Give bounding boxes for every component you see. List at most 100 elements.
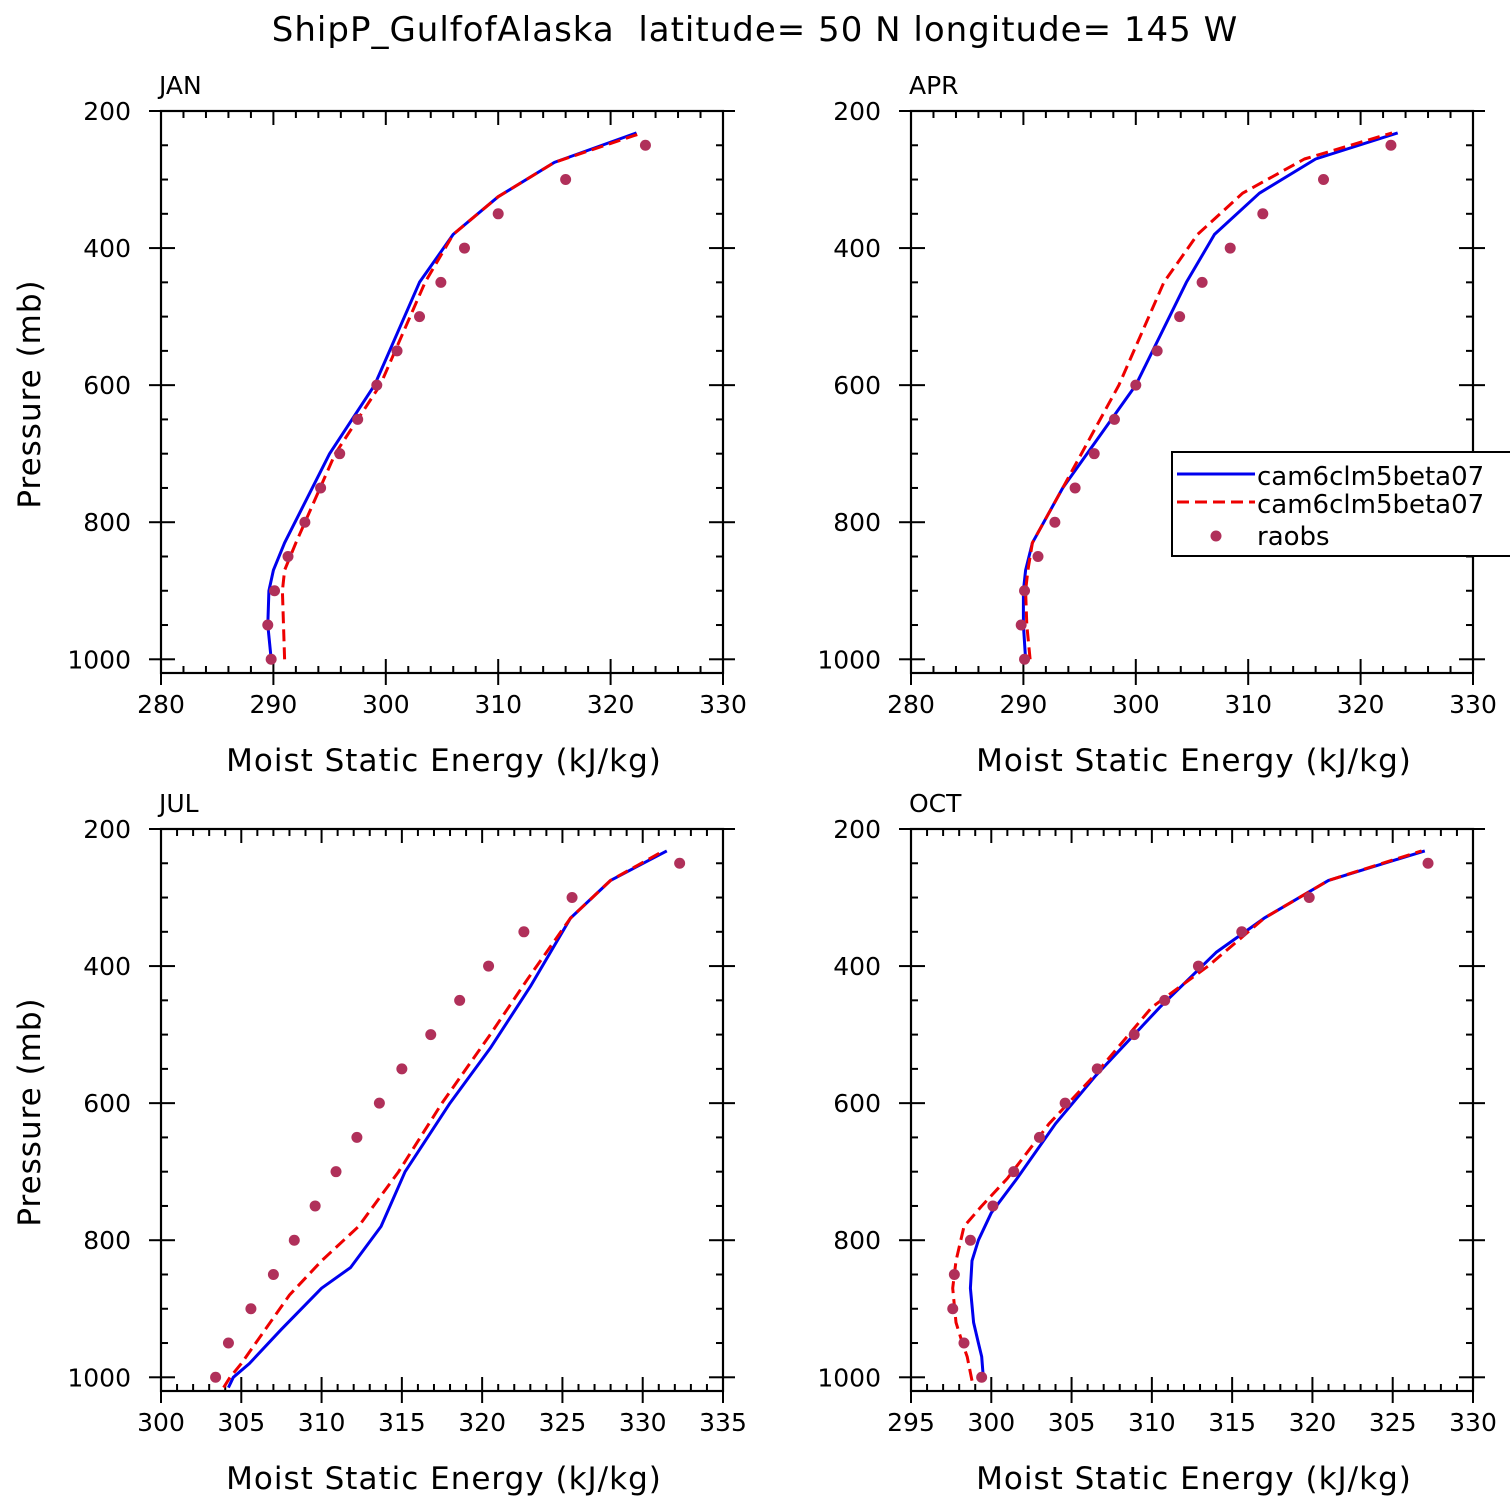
raobs-point [414,311,426,323]
raobs-point [947,1303,959,1315]
y-tick-label: 400 [83,952,131,981]
raobs-point [265,653,277,665]
panel-jan: 280 290 300 310 320 330 200 400 600 800 1000 JAN Moi… [12,71,747,779]
legend-label: raobs [1257,522,1330,552]
raobs-point [976,1371,988,1383]
panel-oct: 295 300 305 310 315 320 325 330 200 400 600 800 1000… [817,789,1496,1497]
x-tick-label: 310 [1224,690,1272,719]
x-tick-label: 305 [1048,1408,1096,1437]
raobs-point [566,892,578,904]
x-tick-label: 310 [474,690,522,719]
raobs-point [1159,994,1171,1006]
raobs-point [1049,516,1061,528]
x-tick-label: 300 [1112,690,1160,719]
x-tick-label: 290 [250,690,298,719]
raobs-point [371,379,383,391]
legend-label: cam6clm5beta07 [1257,490,1484,520]
y-tick-label: 1000 [817,1363,881,1392]
x-tick-label: 300 [362,690,410,719]
panel-label: JAN [157,71,202,100]
raobs-point [1128,1029,1140,1041]
x-axis-title: Moist Static Energy (kJ/kg) [976,1461,1412,1497]
raobs-point [1303,892,1315,904]
x-tick-label: 295 [887,1408,935,1437]
y-tick-label: 200 [833,97,881,126]
x-tick-label: 330 [619,1408,667,1437]
series-line-solid [968,849,1426,1378]
legend-label: cam6clm5beta07 [1257,462,1484,492]
raobs-point [267,1268,279,1280]
raobs-point [425,1029,437,1041]
raobs-point [1318,174,1330,186]
figure-title: ShipP_GulfofAlaska latitude= 50 N longit… [271,10,1239,50]
x-tick-label: 290 [1000,690,1048,719]
x-tick-label: 330 [699,690,747,719]
raobs-point [1015,619,1027,631]
x-tick-label: 300 [967,1408,1015,1437]
raobs-point [435,276,447,288]
panel-label: OCT [909,789,962,818]
raobs-point [315,482,327,494]
x-tick-label: 320 [587,690,635,719]
panel-label: APR [909,71,959,100]
raobs-point [1196,276,1208,288]
series-line-dashed [280,131,643,660]
raobs-point [352,413,364,425]
raobs-point [245,1303,257,1315]
raobs-point [674,857,686,869]
x-tick-label: 320 [1289,1408,1337,1437]
series-line-dashed [1024,131,1393,660]
x-tick-label: 320 [1337,690,1385,719]
x-tick-label: 315 [378,1408,426,1437]
raobs-point [518,926,530,938]
raobs-point [1130,379,1142,391]
y-tick-label: 400 [833,234,881,263]
x-axis-title: Moist Static Energy (kJ/kg) [226,743,662,779]
raobs-point [282,550,294,562]
legend-swatch-marker [1210,530,1222,542]
x-tick-label: 330 [1449,690,1497,719]
raobs-point [351,1131,363,1143]
x-tick-label: 310 [298,1408,346,1437]
series-line-dashed [222,849,665,1389]
raobs-point [958,1337,970,1349]
raobs-point [1257,208,1269,220]
x-tick-label: 335 [699,1408,747,1437]
x-tick-label: 310 [1128,1408,1176,1437]
y-tick-label: 800 [83,1226,131,1255]
raobs-point [1108,413,1120,425]
raobs-point [1174,311,1186,323]
raobs-point [330,1166,342,1178]
raobs-point [948,1268,960,1280]
raobs-point [1019,585,1031,597]
y-tick-label: 200 [83,815,131,844]
raobs-point [1032,550,1044,562]
plot-frame [909,109,1475,675]
y-axis-title: Pressure (mb) [12,997,48,1226]
y-tick-label: 1000 [817,645,881,674]
raobs-point [1091,1063,1103,1075]
x-tick-label: 325 [539,1408,587,1437]
series-line-solid [266,131,638,660]
raobs-point [1033,1131,1045,1143]
y-tick-label: 800 [83,508,131,537]
x-axis-title: Moist Static Energy (kJ/kg) [226,1461,662,1497]
raobs-point [334,448,346,460]
y-tick-label: 800 [833,508,881,537]
y-tick-label: 600 [83,1089,131,1118]
raobs-point [1422,857,1434,869]
y-tick-label: 200 [83,97,131,126]
raobs-point [373,1097,385,1109]
y-tick-label: 600 [83,371,131,400]
raobs-point [1224,242,1236,254]
raobs-point [458,242,470,254]
y-tick-label: 600 [833,371,881,400]
raobs-point [1236,926,1248,938]
raobs-point [396,1063,408,1075]
raobs-point [560,174,572,186]
raobs-point [987,1200,999,1212]
x-tick-label: 315 [1208,1408,1256,1437]
raobs-point [1059,1097,1071,1109]
raobs-point [1385,139,1397,151]
